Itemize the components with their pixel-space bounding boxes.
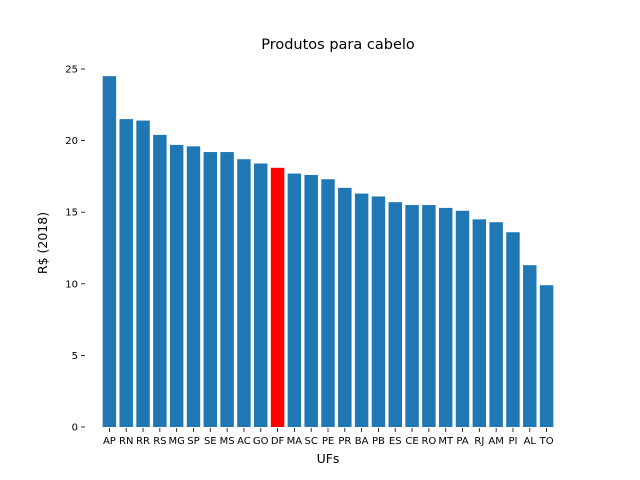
x-tick-label-to: TO <box>539 436 554 447</box>
bar-pi <box>506 232 520 427</box>
x-axis-label: UFs <box>317 451 340 466</box>
x-tick-label-pb: PB <box>372 436 385 447</box>
x-tick-label-al: AL <box>524 436 537 447</box>
bar-am <box>489 222 503 427</box>
bar-pe <box>321 179 335 427</box>
bars <box>102 76 554 428</box>
bar-rr <box>136 120 150 427</box>
x-tick-label-se: SE <box>204 436 217 447</box>
bar-mt <box>438 207 453 427</box>
bar-ap <box>102 76 117 427</box>
x-tick-label-go: GO <box>253 436 269 447</box>
x-tick-label-mg: MG <box>168 436 184 447</box>
x-tick-label-ma: MA <box>287 436 303 447</box>
x-tick-label-am: AM <box>488 436 503 447</box>
y-tick-label: 10 <box>65 279 78 290</box>
chart-title: Produtos para cabelo <box>261 37 415 53</box>
bar-al <box>523 265 537 427</box>
x-tick-label-pr: PR <box>338 436 351 447</box>
x-tick-label-sc: SC <box>305 436 318 447</box>
bar-ro <box>422 205 436 427</box>
bar-ac <box>237 159 251 427</box>
bar-sc <box>304 174 318 427</box>
bar-df <box>270 167 285 428</box>
x-tick-label-mt: MT <box>438 436 454 447</box>
bar-sp <box>186 146 201 427</box>
x-tick-label-pe: PE <box>322 436 334 447</box>
x-tick-label-ce: CE <box>405 436 418 447</box>
bar-rj <box>472 219 487 427</box>
x-tick-label-ap: AP <box>103 436 116 447</box>
bar-rs <box>153 134 167 427</box>
bar-ba <box>354 193 369 427</box>
bar-go <box>254 163 268 427</box>
y-axis-label: R$ (2018) <box>35 212 50 274</box>
bar-rn <box>119 119 133 428</box>
x-tick-label-rj: RJ <box>474 436 484 447</box>
bar-ms <box>220 152 234 427</box>
y-axis: 0 5 10 15 20 25 <box>65 65 85 434</box>
x-tick-label-rs: RS <box>153 436 166 447</box>
y-tick-label: 20 <box>65 136 78 147</box>
y-tick-label: 25 <box>65 65 78 76</box>
bar-es <box>388 202 402 427</box>
bar-to <box>539 285 554 427</box>
x-tick-label-rn: RN <box>119 436 133 447</box>
x-tick-label-ms: MS <box>220 436 235 447</box>
y-tick-label: 0 <box>72 423 78 434</box>
bar-pb <box>371 196 386 427</box>
bar-pa <box>455 210 470 427</box>
x-tick-label-es: ES <box>389 436 402 447</box>
y-tick-label: 5 <box>72 351 78 362</box>
bar-ce <box>405 205 419 427</box>
y-tick-label: 15 <box>65 208 78 219</box>
x-tick-label-pa: PA <box>456 436 468 447</box>
x-tick-label-ac: AC <box>237 436 251 447</box>
x-axis: AP RN RR RS MG SP SE MS AC GO DF MA SC PE PR BA PB ES CE RO… <box>103 428 554 447</box>
x-tick-label-rr: RR <box>136 436 150 447</box>
bar-mg <box>169 144 184 427</box>
x-tick-label-df: DF <box>271 436 285 447</box>
bar-ma <box>287 173 302 427</box>
bar-se <box>203 152 218 427</box>
x-tick-label-pi: PI <box>508 436 517 447</box>
x-tick-label-ba: BA <box>355 436 369 447</box>
bar-pr <box>338 187 352 427</box>
x-tick-label-ro: RO <box>421 436 436 447</box>
x-tick-label-sp: SP <box>187 436 199 447</box>
